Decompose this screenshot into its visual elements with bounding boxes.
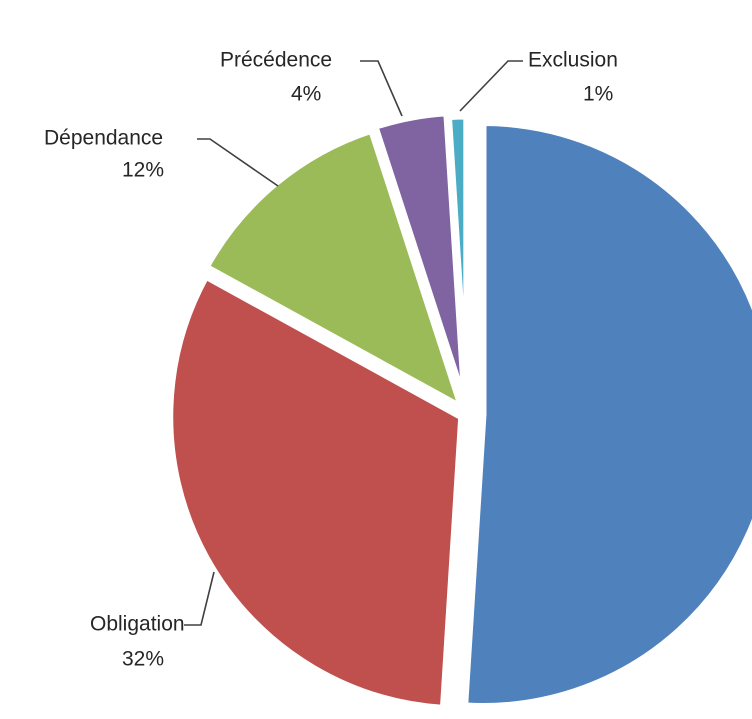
slice-percent-precedence: 4% [291, 83, 321, 106]
leader-line-obligation [184, 571, 215, 626]
slice-label-obligation: Obligation [90, 613, 185, 636]
slices-layer [166, 109, 752, 713]
slice-percent-dependance: 12% [122, 159, 164, 182]
pie-slice-obligation [166, 271, 466, 713]
pie-slice-unlabeled [460, 118, 752, 710]
leader-line-precedence [360, 60, 403, 117]
slice-label-dependance: Dépendance [44, 127, 163, 150]
slice-percent-exclusion: 1% [583, 83, 613, 106]
leader-lines-layer [184, 60, 523, 626]
leader-line-exclusion [459, 60, 523, 112]
labels-layer: Obligation 32% Dépendance 12% Précédence 4% Ex… [44, 49, 618, 671]
leader-line-dependance [197, 138, 279, 187]
slice-label-precedence: Précédence [220, 49, 332, 72]
pie-slice-dependance [201, 125, 468, 416]
slice-label-exclusion: Exclusion [528, 49, 618, 72]
pie-slice-precedence [370, 109, 469, 406]
slice-percent-obligation: 32% [122, 648, 164, 671]
pie-slice-exclusion [444, 112, 471, 409]
